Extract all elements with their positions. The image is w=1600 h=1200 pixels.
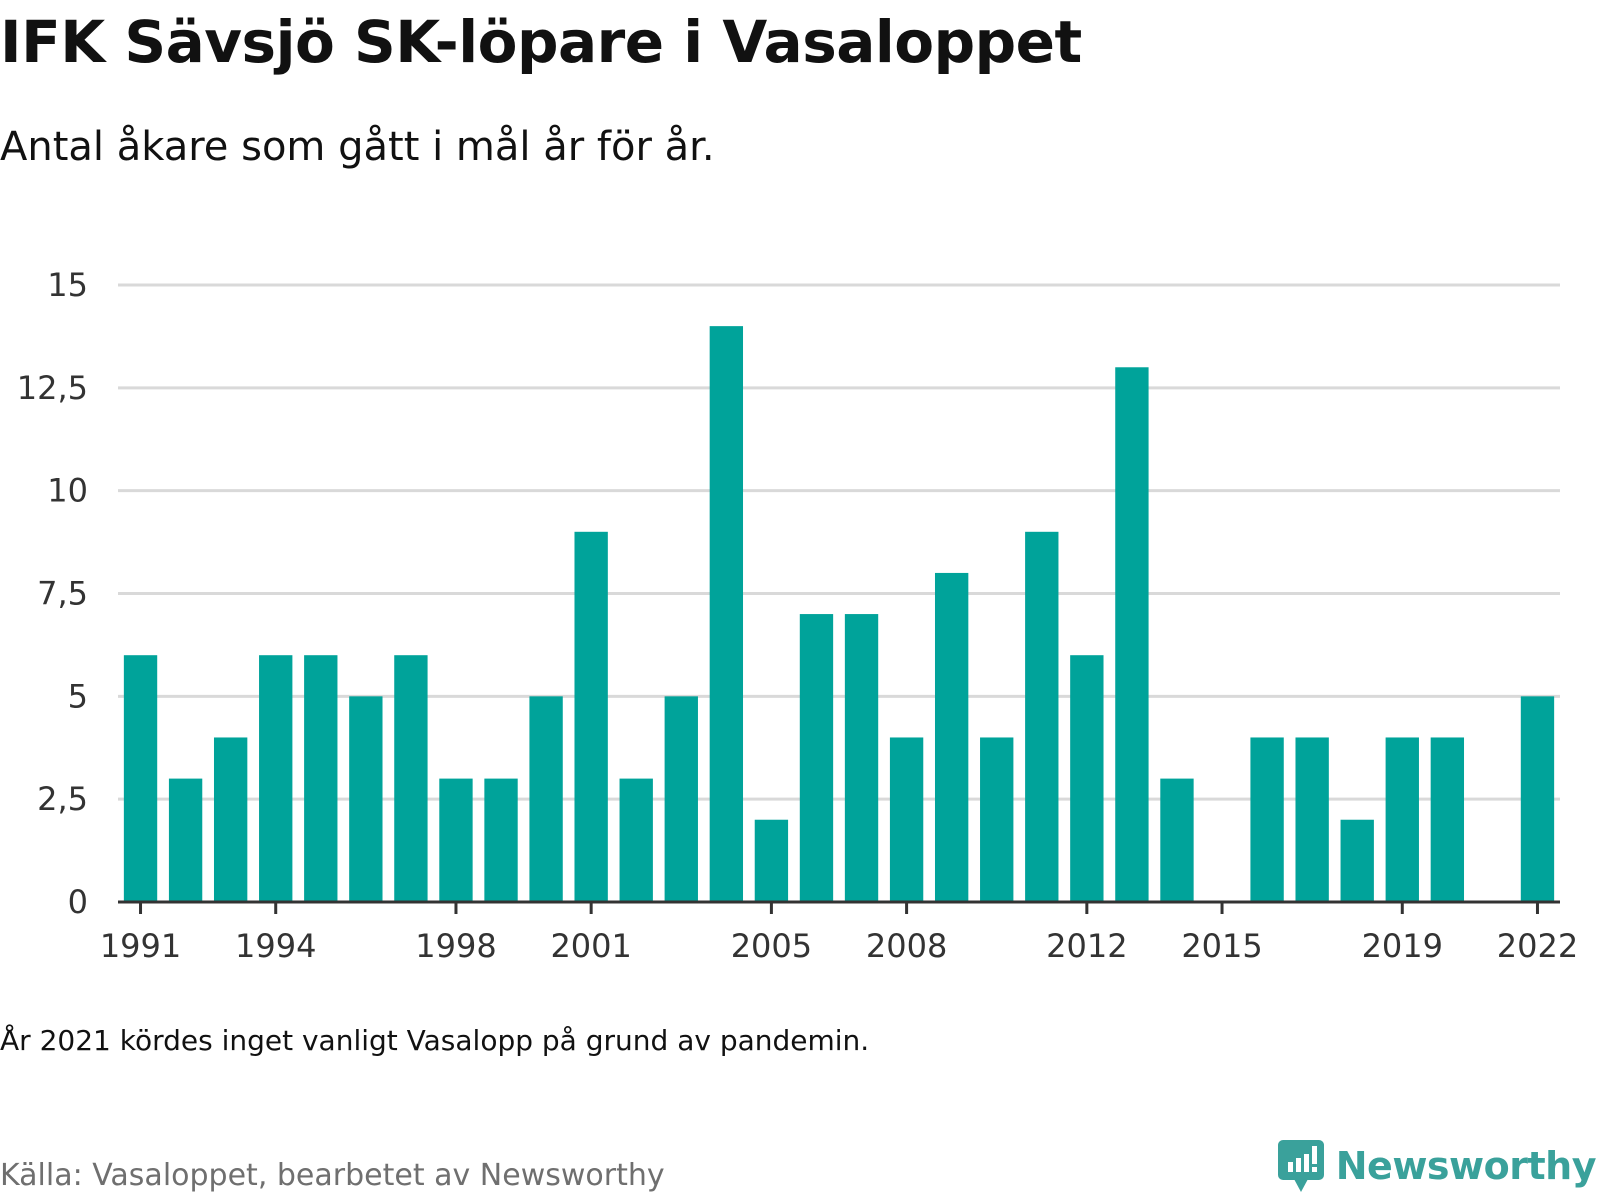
- bar-2003: [664, 696, 698, 902]
- bar-1995: [304, 655, 338, 902]
- chart-note: År 2021 kördes inget vanligt Vasalopp på…: [0, 1024, 870, 1057]
- bar-1999: [484, 778, 518, 902]
- bar-1997: [394, 655, 428, 902]
- x-tick-label: 2008: [866, 927, 947, 965]
- brand-name: Newsworthy: [1335, 1144, 1597, 1188]
- bar-2017: [1295, 737, 1329, 902]
- bar-2016: [1250, 737, 1284, 902]
- y-tick-label: 10: [47, 472, 88, 510]
- bar-2001: [574, 531, 608, 902]
- x-tick-label: 2019: [1362, 927, 1443, 965]
- bar-2008: [889, 737, 924, 902]
- x-tick-label: 2015: [1181, 927, 1262, 965]
- chart-subtitle: Antal åkare som gått i mål år för år.: [0, 124, 715, 170]
- x-tick-label: 1991: [100, 927, 181, 965]
- bar-2002: [619, 778, 653, 902]
- bar-2014: [1160, 778, 1194, 902]
- bar-2004: [709, 326, 744, 903]
- bar-2013: [1115, 367, 1149, 902]
- bar-2007: [844, 614, 879, 902]
- bar-1994: [259, 655, 293, 902]
- y-tick-label: 15: [47, 266, 88, 304]
- bar-2012: [1070, 655, 1104, 902]
- bar-1996: [349, 696, 383, 902]
- bar-1993: [213, 737, 248, 902]
- x-tick-label: 2012: [1046, 927, 1127, 965]
- brand-logo: Newsworthy: [1276, 1138, 1597, 1194]
- chart-title: IFK Sävsjö SK-löpare i Vasaloppet: [0, 8, 1082, 76]
- bar-1998: [439, 778, 473, 902]
- bar-2022: [1520, 696, 1555, 902]
- newsworthy-logo-icon: [1277, 1140, 1324, 1192]
- bar-2011: [1025, 531, 1059, 902]
- y-tick-label: 12,5: [17, 369, 88, 407]
- x-tick-label: 2005: [731, 927, 812, 965]
- x-tick-label: 2001: [550, 927, 631, 965]
- y-tick-label: 5: [68, 677, 88, 715]
- bar-2018: [1340, 819, 1374, 902]
- y-tick-label: 7,5: [37, 575, 88, 613]
- y-tick-label: 2,5: [37, 780, 88, 818]
- bar-2005: [754, 819, 789, 902]
- x-tick-label: 1998: [415, 927, 496, 965]
- source-text: Källa: Vasaloppet, bearbetet av Newswort…: [0, 1158, 665, 1193]
- bar-2010: [980, 737, 1014, 902]
- bar-2020: [1430, 737, 1465, 902]
- x-tick-label: 1994: [235, 927, 316, 965]
- bar-chart: 0 2,5 5 7,5 10 12,5 15 1991 1994 1998 2001 2005 2008…: [17, 266, 1578, 965]
- bar-2019: [1385, 737, 1419, 902]
- bar-2009: [934, 572, 969, 902]
- bar-2000: [529, 696, 563, 902]
- y-tick-label: 0: [68, 883, 88, 921]
- bar-2006: [799, 614, 834, 902]
- bar-1992: [168, 778, 203, 902]
- x-tick-label: 2022: [1497, 927, 1578, 965]
- bar-1991: [123, 655, 158, 902]
